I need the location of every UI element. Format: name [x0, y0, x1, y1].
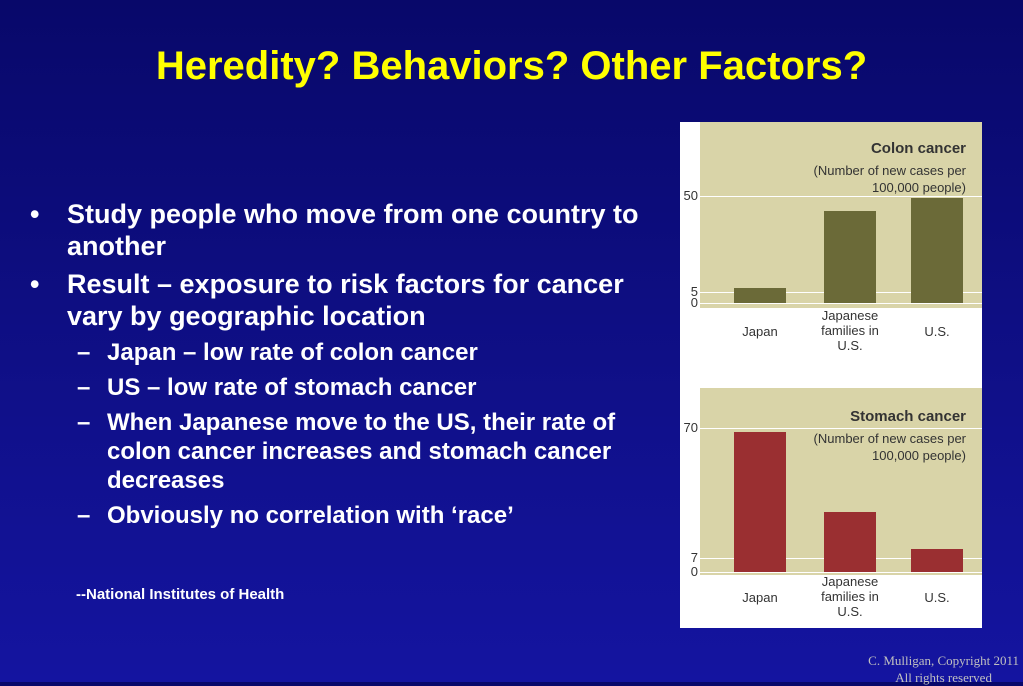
- grid-line: [700, 196, 982, 197]
- y-tick-label: 0: [690, 295, 698, 310]
- grid-line: [700, 303, 982, 304]
- grid-line: [700, 428, 982, 429]
- y-tick-label: 50: [683, 188, 698, 203]
- bullet: Result – exposure to risk factors for ca…: [30, 268, 660, 332]
- grid-line: [700, 572, 982, 573]
- chart-title: Stomach cancer: [850, 408, 966, 425]
- chart: Colon cancer (Number of new cases per 100…: [680, 122, 982, 362]
- source: --National Institutes of Health: [76, 586, 285, 603]
- chart-subtitle: (Number of new cases per 100,000 people): [813, 431, 966, 463]
- bullet: Study people who move from one country t…: [30, 198, 660, 262]
- x-tick-label: Japan: [742, 590, 778, 605]
- bar: [911, 549, 963, 572]
- y-tick-label: 0: [690, 564, 698, 579]
- y-tick-label: 7: [690, 549, 698, 565]
- x-tick-label: Japan: [742, 324, 778, 339]
- bar: [734, 288, 786, 303]
- slide-title: Heredity? Behaviors? Other Factors?: [155, 44, 868, 88]
- bar: [911, 198, 963, 303]
- chart: Stomach cancer (Number of new cases per 1…: [680, 388, 982, 628]
- copyright-line: All rights reserved: [895, 670, 992, 685]
- copyright-line: C. Mulligan, Copyright 2011: [868, 653, 1019, 668]
- bar: [824, 512, 876, 572]
- chart-panel: Colon cancer (Number of new cases per 100…: [680, 122, 982, 628]
- bullet-list: Study people who move from one country t…: [30, 198, 660, 530]
- x-tick-label: U.S.: [924, 324, 950, 339]
- x-tick-label: U.S.: [924, 590, 950, 605]
- y-tick-label: 70: [683, 420, 698, 435]
- y-tick-label: 5: [690, 284, 698, 300]
- sub-bullet: When Japanese move to the US, their rate…: [30, 408, 660, 495]
- sub-bullet: Japan – low rate of colon cancer: [30, 338, 660, 367]
- chart-title: Colon cancer: [870, 140, 966, 157]
- sub-bullet: Obviously no correlation with ‘race’: [30, 501, 660, 530]
- sub-bullet: US – low rate of stomach cancer: [30, 373, 660, 402]
- copyright: C. Mulligan, Copyright 2011 All rights r…: [868, 652, 1019, 686]
- chart-subtitle: (Number of new cases per 100,000 people): [813, 163, 966, 195]
- bar: [734, 432, 786, 572]
- bar: [824, 210, 876, 303]
- x-tick-label: Japanese families in U.S.: [821, 308, 879, 353]
- x-tick-label: Japanese families in U.S.: [821, 574, 879, 619]
